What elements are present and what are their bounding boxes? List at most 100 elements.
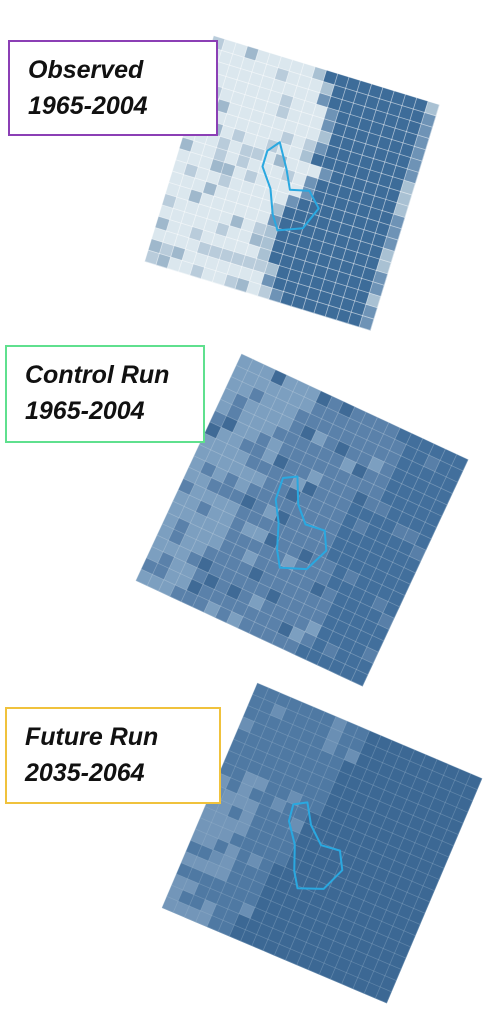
grid-cell [293,85,309,101]
grid-cell [288,419,306,437]
grid-cell [183,467,201,485]
grid-cell [159,242,175,258]
grid-cell [359,192,375,208]
grid-cell [329,507,347,525]
grid-cell [294,740,311,757]
grid-cell [273,758,290,775]
grid-cell [363,523,381,541]
grid-cell [317,167,334,183]
cell-line [154,227,381,297]
grid-cell [257,515,275,533]
grid-cell [326,603,344,621]
grid-cell [413,505,431,523]
grid-cell [200,230,216,246]
grid-cell [175,148,191,164]
grid-cell [349,830,366,847]
grid-cell [241,94,257,110]
grid-cell [411,776,428,794]
grid-cell [311,66,327,82]
grid-cell [353,546,371,564]
grid-cell [285,194,301,210]
cell-line [144,260,371,331]
grid-cell [259,791,276,809]
grid-cell [192,215,208,231]
grid-cell [246,281,262,297]
grid-cell [293,408,311,426]
grid-cell [170,245,186,261]
grid-cell [309,115,325,131]
grid-cell [314,178,330,194]
grid-cell [179,534,197,552]
grid-cell [242,577,260,595]
grid-cell [402,131,418,147]
grid-cell [316,625,334,643]
grid-cell [230,572,248,590]
grid-cell [351,177,367,193]
cell-line [195,697,292,923]
grid-cell [272,276,288,292]
grid-cell [381,817,398,834]
grid-cell [327,96,343,112]
grid-cell [368,878,385,895]
grid-cell [238,716,255,734]
grid-cell [397,539,415,557]
grid-cell [222,236,238,253]
grid-cell [401,472,419,490]
grid-cell [216,800,233,817]
grid-cell [227,897,244,915]
grid-cell [349,103,366,119]
grid-cell [310,402,328,420]
cell-line [220,398,448,506]
grid-cell [359,563,377,581]
grid-cell [370,568,388,586]
cell-line [282,422,390,650]
grid-cell [361,769,379,786]
grid-cell [261,150,277,166]
grid-cell [270,604,288,622]
grid-cell [316,253,332,269]
grid-cell [302,298,318,314]
grid-cell [250,470,268,488]
grid-cell [440,476,458,494]
grid-cell [385,805,403,823]
grid-cell [297,547,315,565]
grid-cell [239,180,255,196]
grid-cell [296,860,313,878]
grid-cell [229,516,247,534]
grid-cell [351,300,367,316]
grid-cell [256,247,272,263]
grid-cell [357,873,374,890]
grid-cell [368,970,386,988]
grid-cell [189,263,205,279]
grid-cell [282,430,300,448]
grid-cell [354,129,370,145]
grid-cell [350,462,368,480]
grid-cell [279,526,297,544]
grid-cell [375,221,391,237]
grid-cell [286,697,303,714]
grid-cell [325,547,343,565]
grid-cell [275,104,291,121]
grid-cell [398,744,415,762]
grid-cell [238,902,256,919]
grid-cell [257,764,274,782]
grid-cell [235,755,252,772]
grid-cell [192,856,209,873]
grid-cell [355,846,372,863]
grid-cell [162,540,180,558]
grid-cell [258,699,276,716]
grid-cell [304,89,320,105]
grid-cell [186,151,203,168]
grid-cell [332,282,348,298]
grid-cell [307,497,325,515]
grid-cell [208,849,225,867]
grid-cell [446,465,464,483]
grid-cell [384,871,401,888]
grid-cell [173,197,189,213]
grid-cell [259,884,276,902]
grid-cell [268,520,286,538]
grid-cell [286,108,302,124]
grid-cell [401,799,419,816]
grid-cell [205,888,222,905]
grid-cell [200,267,217,283]
